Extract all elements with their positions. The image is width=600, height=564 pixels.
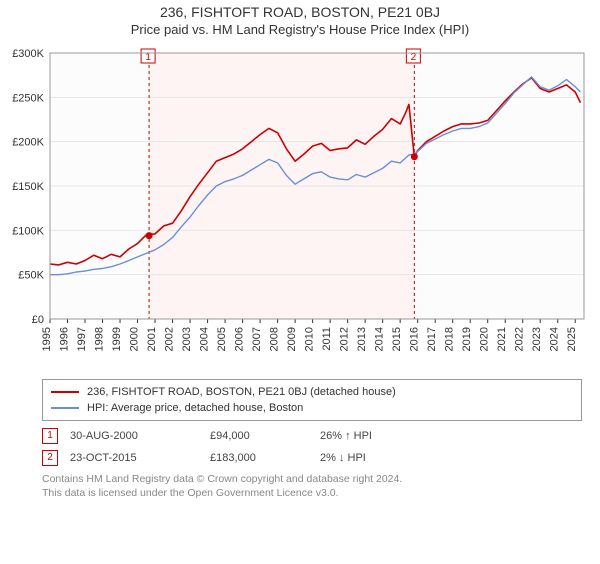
svg-text:2016: 2016	[409, 327, 421, 351]
svg-text:2011: 2011	[321, 327, 333, 351]
footer: Contains HM Land Registry data © Crown c…	[42, 473, 582, 500]
svg-text:2012: 2012	[339, 327, 351, 351]
footer-line: This data is licensed under the Open Gov…	[42, 487, 582, 501]
page-title: 236, FISHTOFT ROAD, BOSTON, PE21 0BJ	[0, 4, 600, 20]
svg-text:1998: 1998	[94, 327, 106, 351]
svg-text:2007: 2007	[251, 327, 263, 351]
svg-text:2021: 2021	[496, 327, 508, 351]
svg-text:2: 2	[411, 52, 417, 63]
sale-price: £94,000	[210, 430, 320, 442]
svg-text:£200K: £200K	[12, 137, 44, 149]
sales-list: 1 30-AUG-2000 £94,000 26% ↑ HPI 2 23-OCT…	[42, 425, 582, 469]
svg-text:£0: £0	[32, 314, 44, 326]
legend-swatch	[51, 391, 79, 393]
svg-text:2022: 2022	[514, 327, 526, 351]
legend: 236, FISHTOFT ROAD, BOSTON, PE21 0BJ (de…	[42, 379, 582, 421]
svg-text:£250K: £250K	[12, 92, 44, 104]
svg-text:2025: 2025	[566, 327, 578, 351]
svg-text:2018: 2018	[444, 327, 456, 351]
svg-text:2004: 2004	[199, 327, 211, 351]
sale-row: 2 23-OCT-2015 £183,000 2% ↓ HPI	[42, 447, 582, 469]
svg-text:1999: 1999	[111, 327, 123, 351]
svg-text:2015: 2015	[391, 327, 403, 351]
svg-text:1: 1	[145, 52, 151, 63]
svg-text:£50K: £50K	[18, 270, 44, 282]
svg-text:£100K: £100K	[12, 225, 44, 237]
svg-text:2019: 2019	[461, 327, 473, 351]
page-subtitle: Price paid vs. HM Land Registry's House …	[0, 22, 600, 37]
sale-date: 23-OCT-2015	[70, 452, 210, 464]
chart-area: £0 £50K £100K £150K £200K £250K £300K 1995 1996 1…	[0, 43, 600, 373]
svg-text:2023: 2023	[531, 327, 543, 351]
sale-marker-icon: 2	[42, 450, 58, 466]
svg-text:2009: 2009	[286, 327, 298, 351]
sale-date: 30-AUG-2000	[70, 430, 210, 442]
sale-row: 1 30-AUG-2000 £94,000 26% ↑ HPI	[42, 425, 582, 447]
legend-swatch	[51, 407, 79, 409]
svg-text:2017: 2017	[426, 327, 438, 351]
svg-text:1997: 1997	[76, 327, 88, 351]
sale-delta: 2% ↓ HPI	[320, 452, 366, 464]
svg-text:1996: 1996	[59, 327, 71, 351]
svg-text:2024: 2024	[549, 327, 561, 351]
svg-text:2002: 2002	[164, 327, 176, 351]
legend-item-hpi: HPI: Average price, detached house, Bost…	[51, 400, 573, 416]
legend-item-property: 236, FISHTOFT ROAD, BOSTON, PE21 0BJ (de…	[51, 384, 573, 400]
svg-text:2014: 2014	[374, 327, 386, 351]
svg-text:2010: 2010	[304, 327, 316, 351]
svg-text:2008: 2008	[269, 327, 281, 351]
svg-text:2006: 2006	[234, 327, 246, 351]
svg-text:2005: 2005	[216, 327, 228, 351]
svg-text:£150K: £150K	[12, 181, 44, 193]
legend-label: 236, FISHTOFT ROAD, BOSTON, PE21 0BJ (de…	[87, 386, 396, 398]
svg-text:£300K: £300K	[12, 48, 44, 60]
svg-text:2001: 2001	[146, 327, 158, 351]
sale-delta: 26% ↑ HPI	[320, 430, 372, 442]
svg-text:1995: 1995	[41, 327, 53, 351]
sale-price: £183,000	[210, 452, 320, 464]
svg-text:2003: 2003	[181, 327, 193, 351]
sale-marker-icon: 1	[42, 428, 58, 444]
legend-label: HPI: Average price, detached house, Bost…	[87, 402, 303, 414]
svg-text:2000: 2000	[129, 327, 141, 351]
svg-text:2013: 2013	[356, 327, 368, 351]
footer-line: Contains HM Land Registry data © Crown c…	[42, 473, 582, 487]
price-chart: £0 £50K £100K £150K £200K £250K £300K 1995 1996 1…	[0, 43, 600, 373]
svg-text:2020: 2020	[479, 327, 491, 351]
